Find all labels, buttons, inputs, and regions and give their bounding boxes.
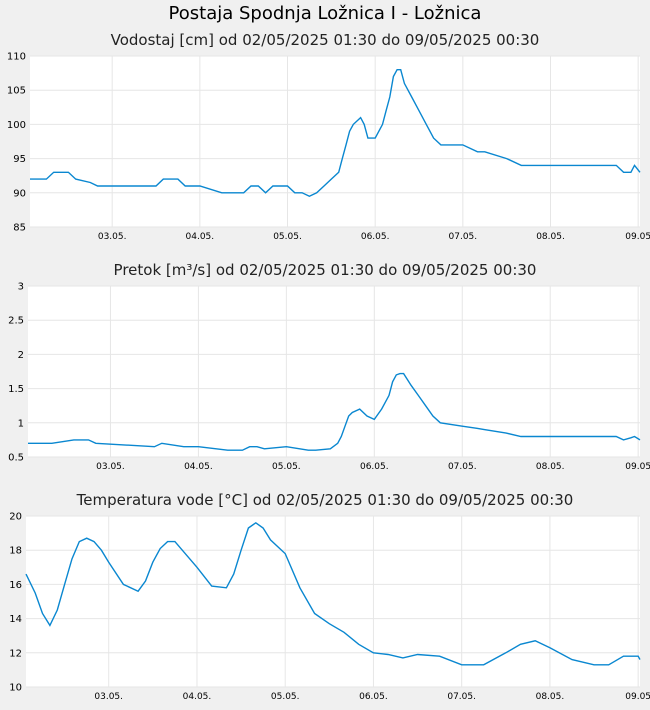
x-tick-label: 06.05. xyxy=(359,692,388,702)
x-tick-label: 04.05. xyxy=(184,462,213,472)
chart-title: Vodostaj [cm] od 02/05/2025 01:30 do 09/… xyxy=(111,31,540,49)
x-tick-label: 05.05. xyxy=(271,692,300,702)
y-tick-label: 110 xyxy=(7,52,26,63)
x-tick-label: 03.05. xyxy=(98,232,127,242)
y-tick-label: 0.5 xyxy=(8,453,24,464)
y-tick-label: 10 xyxy=(9,683,22,694)
x-tick-label: 09.05 xyxy=(625,462,650,472)
plot-background xyxy=(26,516,640,687)
x-tick-label: 09.05 xyxy=(625,692,650,702)
chart-title: Temperatura vode [°C] od 02/05/2025 01:3… xyxy=(76,491,574,509)
series-line xyxy=(28,372,641,451)
plot-background xyxy=(28,286,640,457)
y-tick-label: 100 xyxy=(7,120,26,131)
y-tick-label: 105 xyxy=(7,86,26,97)
station-title: Postaja Spodnja Ložnica I - Ložnica xyxy=(168,3,482,24)
series-line xyxy=(30,69,641,197)
x-tick-label: 06.05. xyxy=(361,232,390,242)
x-tick-label: 08.05. xyxy=(536,462,565,472)
x-tick-label: 05.05. xyxy=(272,462,301,472)
chart-panel-3: 10 12 14 16 18 20 03.05. 04.05. 05.05. 06.05. 07.0… xyxy=(9,491,650,702)
y-tick-label: 90 xyxy=(13,188,26,199)
x-tick-label: 04.05. xyxy=(183,692,212,702)
y-tick-label: 2.5 xyxy=(8,316,24,327)
plot-background xyxy=(30,56,640,227)
x-tick-label: 03.05. xyxy=(94,692,123,702)
chart-panel-2: 0.5 1 1.5 2 2.5 3 03.05. 04.05. 05.05. 06.05. 07.0… xyxy=(8,261,650,472)
y-tick-label: 12 xyxy=(9,648,22,659)
x-tick-label: 09.05 xyxy=(625,232,650,242)
y-tick-label: 85 xyxy=(13,223,26,234)
x-tick-label: 07.05. xyxy=(448,462,477,472)
y-tick-label: 1.5 xyxy=(8,384,24,395)
x-tick-label: 08.05. xyxy=(536,232,565,242)
chart-panel-1: 85 90 95 100 105 110 03.05. 04.05. 05.05. 06.05. 0… xyxy=(7,31,650,242)
y-tick-label: 1 xyxy=(18,418,24,429)
x-tick-label: 07.05. xyxy=(449,232,478,242)
series-line xyxy=(25,521,641,666)
y-tick-label: 14 xyxy=(9,614,22,625)
y-tick-label: 16 xyxy=(9,580,22,591)
y-tick-label: 95 xyxy=(13,154,26,165)
y-tick-label: 18 xyxy=(9,546,22,557)
x-tick-label: 05.05. xyxy=(273,232,302,242)
x-tick-label: 07.05. xyxy=(447,692,476,702)
chart-title: Pretok [m³/s] od 02/05/2025 01:30 do 09/… xyxy=(114,261,537,279)
x-tick-label: 08.05. xyxy=(536,692,565,702)
y-tick-label: 2 xyxy=(18,350,24,361)
y-tick-label: 3 xyxy=(18,282,24,293)
y-tick-label: 20 xyxy=(9,512,22,523)
x-tick-label: 04.05. xyxy=(186,232,215,242)
x-tick-label: 03.05. xyxy=(96,462,125,472)
x-tick-label: 06.05. xyxy=(360,462,389,472)
